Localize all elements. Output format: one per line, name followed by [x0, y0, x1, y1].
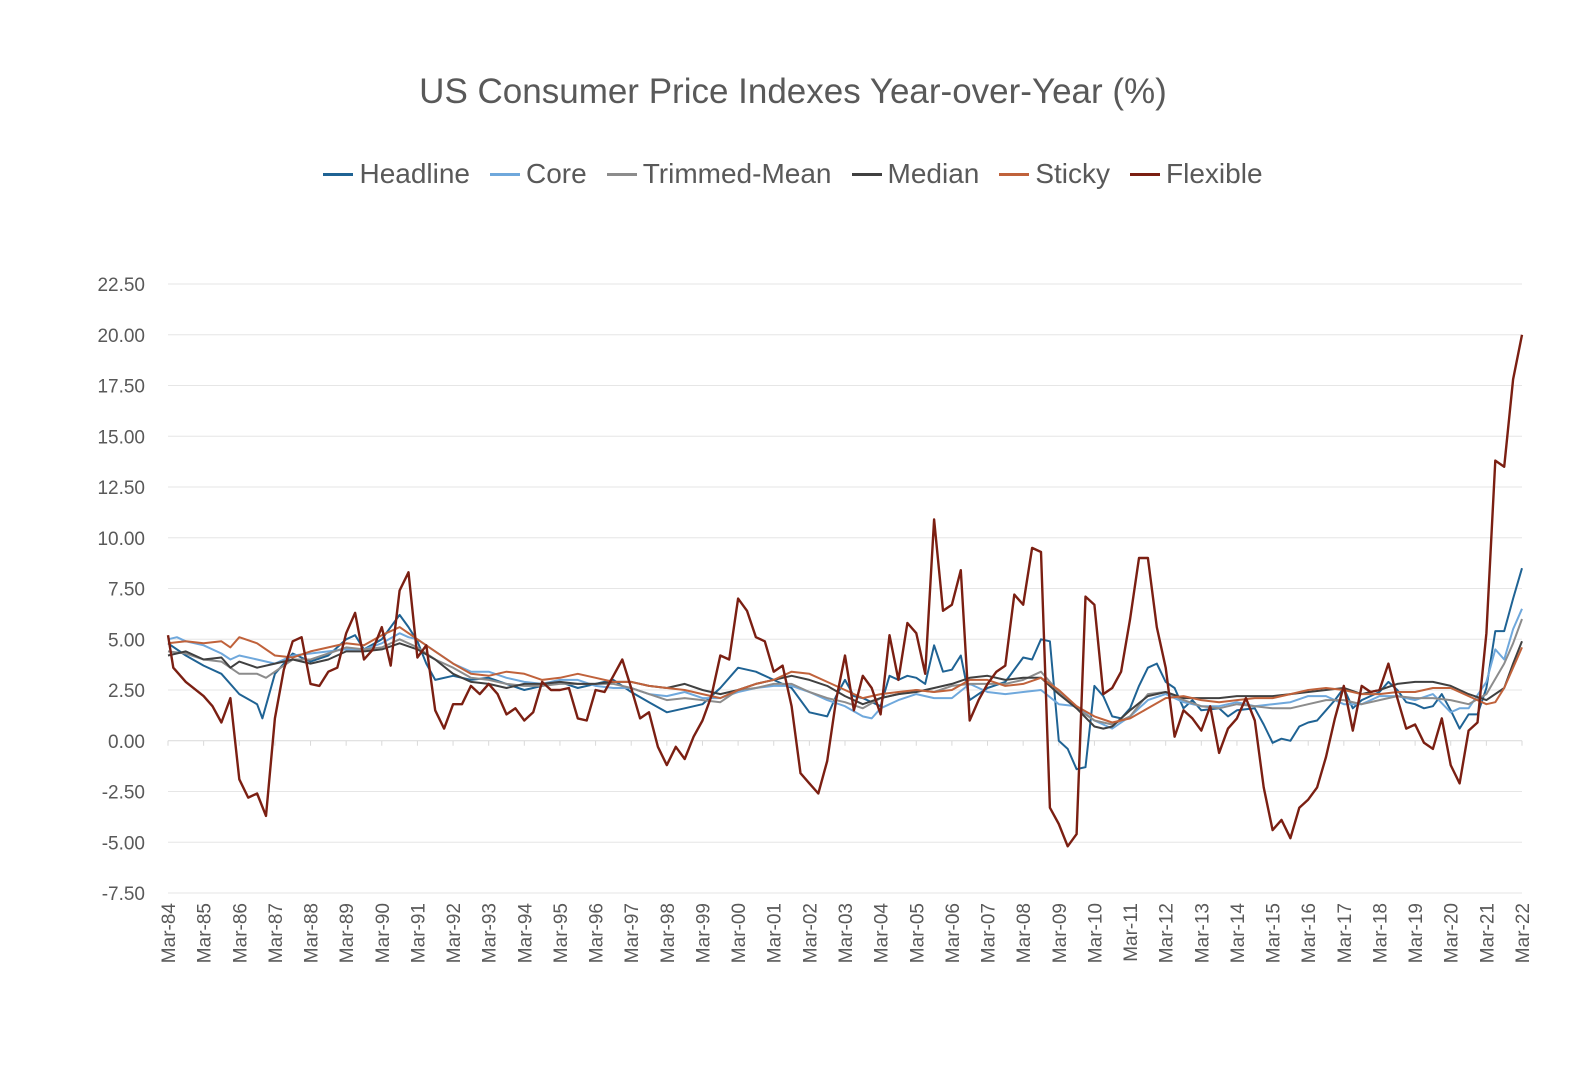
y-tick-label: 15.00 [97, 427, 145, 448]
x-tick-label: Mar-06 [943, 903, 964, 963]
legend-swatch [1130, 172, 1161, 176]
x-tick-label: Mar-19 [1406, 903, 1427, 963]
y-tick-label: 10.00 [97, 529, 145, 550]
legend-item-median: Median [851, 158, 980, 190]
x-tick-label: Mar-15 [1264, 903, 1285, 963]
x-tick-label: Mar-89 [337, 903, 358, 963]
x-tick-label: Mar-11 [1121, 903, 1142, 962]
x-tick-label: Mar-85 [195, 903, 216, 963]
y-tick-label: 22.50 [97, 275, 145, 296]
x-tick-label: Mar-84 [159, 903, 180, 964]
x-tick-label: Mar-13 [1192, 903, 1213, 963]
x-tick-label: Mar-92 [444, 903, 465, 963]
x-tick-label: Mar-93 [480, 903, 501, 963]
y-tick-label: 20.00 [97, 326, 145, 347]
x-tick-label: Mar-95 [551, 903, 572, 963]
x-tick-label: Mar-97 [622, 903, 643, 963]
x-tick-label: Mar-01 [765, 903, 786, 963]
y-tick-label: 17.50 [97, 377, 145, 398]
x-tick-label: Mar-08 [1014, 903, 1035, 963]
x-tick-label: Mar-16 [1299, 903, 1320, 963]
y-tick-label: 2.50 [108, 681, 145, 702]
x-tick-label: Mar-02 [800, 903, 821, 963]
series-line-core [167, 608, 1523, 730]
series-line-headline [167, 567, 1523, 771]
x-tick-label: Mar-00 [729, 903, 750, 963]
x-tick-label: Mar-87 [266, 903, 287, 963]
x-tick-label: Mar-03 [836, 903, 857, 963]
chart-legend: Headline Core Trimmed-Mean Median Sticky Flex… [0, 158, 1586, 190]
legend-item-core: Core [490, 158, 587, 190]
x-tick-label: Mar-05 [907, 903, 928, 963]
y-tick-label: 5.00 [108, 630, 145, 651]
series-line-trimmed-mean [167, 618, 1523, 726]
x-tick-label: Mar-90 [373, 903, 394, 963]
x-tick-label: Mar-96 [587, 903, 608, 963]
series-line-median [167, 640, 1523, 730]
legend-label: Trimmed-Mean [642, 158, 832, 189]
series-line-flexible [166, 334, 1524, 848]
x-tick-label: Mar-04 [872, 903, 893, 964]
y-tick-label: 0.00 [108, 732, 145, 753]
legend-swatch [490, 172, 521, 176]
x-tick-label: Mar-99 [693, 903, 714, 963]
legend-swatch [999, 172, 1030, 176]
x-tick-label: Mar-07 [979, 903, 1000, 963]
x-tick-label: Mar-18 [1370, 903, 1391, 963]
x-tick-label: Mar-20 [1442, 903, 1463, 963]
y-tick-label: -7.50 [102, 884, 145, 905]
y-tick-label: -2.50 [102, 783, 145, 804]
legend-item-headline: Headline [323, 158, 470, 190]
x-tick-label: Mar-98 [658, 903, 679, 963]
legend-swatch [323, 172, 354, 176]
legend-item-flexible: Flexible [1130, 158, 1263, 190]
legend-label: Flexible [1166, 158, 1263, 189]
legend-item-trimmed-mean: Trimmed-Mean [606, 158, 832, 190]
x-tick-label: Mar-10 [1085, 903, 1106, 963]
y-tick-label: 12.50 [97, 478, 145, 499]
x-tick-label: Mar-21 [1477, 903, 1498, 963]
y-tick-label: 7.50 [108, 580, 145, 601]
x-tick-label: Mar-17 [1335, 903, 1356, 963]
series-line-sticky [167, 626, 1523, 724]
legend-swatch [851, 172, 882, 176]
x-tick-label: Mar-09 [1050, 903, 1071, 963]
legend-label: Median [887, 158, 980, 189]
x-tick-label: Mar-14 [1228, 903, 1249, 964]
legend-label: Core [526, 158, 587, 189]
legend-label: Headline [359, 158, 471, 189]
chart-title: US Consumer Price Indexes Year-over-Year… [419, 72, 1167, 111]
legend-label: Sticky [1035, 158, 1111, 189]
x-tick-label: Mar-91 [408, 903, 429, 963]
legend-swatch [606, 172, 637, 176]
y-tick-label: -5.00 [102, 833, 145, 854]
x-tick-label: Mar-86 [230, 903, 251, 963]
x-tick-label: Mar-88 [302, 903, 323, 963]
x-tick-label: Mar-12 [1157, 903, 1178, 963]
x-tick-label: Mar-94 [515, 903, 536, 964]
legend-item-sticky: Sticky [999, 158, 1110, 190]
x-tick-label: Mar-22 [1513, 903, 1534, 963]
